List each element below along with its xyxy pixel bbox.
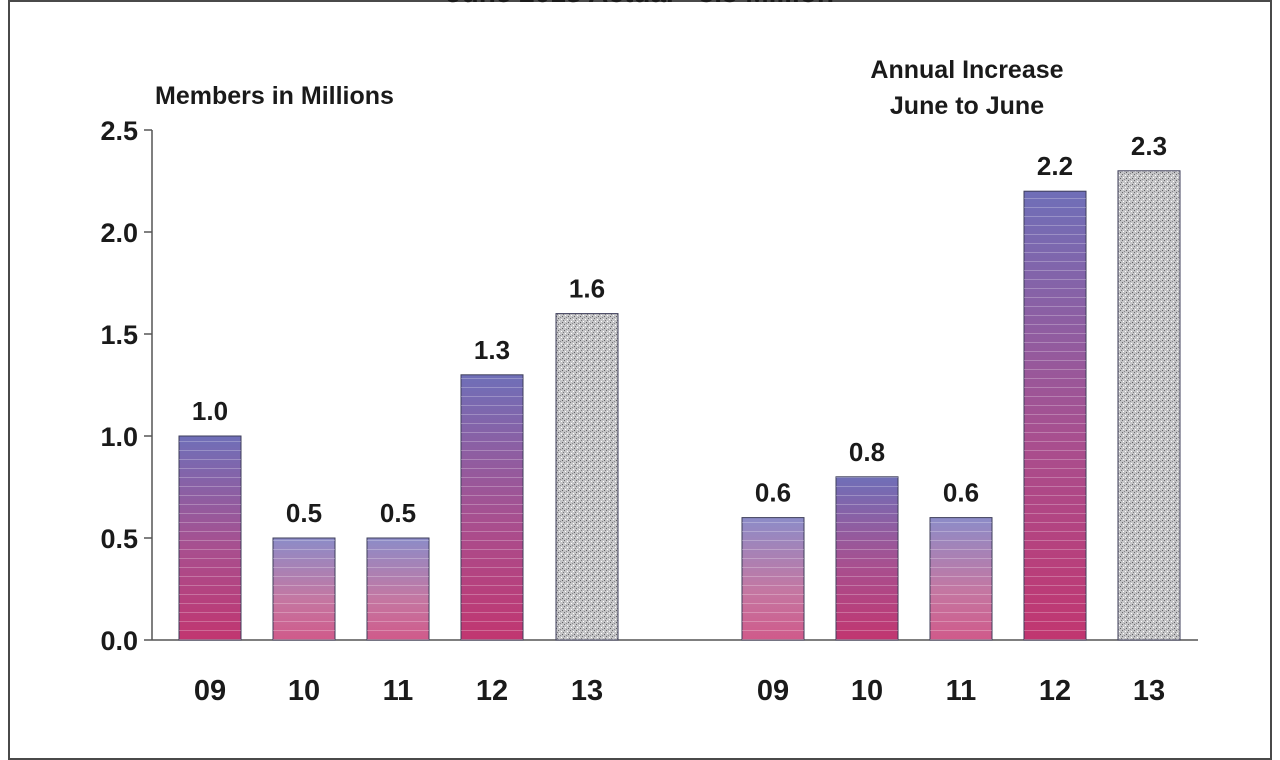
x-tick-label: 13 <box>1133 675 1165 707</box>
data-label: 1.6 <box>569 274 605 304</box>
data-label: 0.8 <box>849 437 885 467</box>
y-axis-label: Members in Millions <box>155 82 394 110</box>
bar-chart: June 2013 Actual - 5.5 Million Members i… <box>100 0 1198 707</box>
chart-title: June 2013 Actual - 5.5 Million <box>446 0 834 8</box>
group-label-annual-line1: Annual Increase <box>870 56 1063 84</box>
x-tick-label: 13 <box>571 675 603 707</box>
y-tick-label: 2.5 <box>100 116 138 146</box>
x-tick-label: 09 <box>757 675 789 707</box>
x-tick-label: 11 <box>946 675 977 707</box>
bar-texture <box>461 374 523 640</box>
bar-texture <box>367 538 429 640</box>
bar-texture <box>273 538 335 640</box>
data-label: 1.0 <box>192 396 228 426</box>
y-tick-label: 2.0 <box>100 218 138 248</box>
data-label: 2.2 <box>1037 151 1073 181</box>
bar-texture <box>930 517 992 640</box>
x-axis-tick-labels: 09 10 11 12 13 09 10 11 12 13 <box>194 675 1165 707</box>
bar-members-13 <box>555 313 619 641</box>
bars <box>178 170 1181 641</box>
y-axis: 0.0 0.5 1.0 1.5 2.0 2.5 <box>100 116 1198 656</box>
x-tick-label: 09 <box>194 675 226 707</box>
x-tick-label: 11 <box>383 675 414 707</box>
data-label: 0.5 <box>286 498 322 528</box>
data-label: 0.6 <box>755 478 791 508</box>
bar-texture <box>836 476 898 640</box>
x-tick-label: 10 <box>288 675 320 707</box>
data-label: 0.5 <box>380 498 416 528</box>
data-labels: 1.0 0.5 0.5 1.3 1.6 0.6 0.8 0.6 2.2 2.3 <box>192 131 1167 528</box>
bar-texture <box>179 436 241 640</box>
bar-annual-increase-13 <box>1117 170 1181 641</box>
y-tick-label: 0.5 <box>100 524 138 554</box>
y-tick-label: 0.0 <box>100 626 138 656</box>
x-tick-label: 12 <box>476 675 508 707</box>
data-label: 0.6 <box>943 478 979 508</box>
data-label: 2.3 <box>1131 131 1167 161</box>
x-tick-label: 12 <box>1039 675 1071 707</box>
bar-texture <box>1024 191 1086 640</box>
y-tick-label: 1.5 <box>100 320 138 350</box>
group-label-annual-line2: June to June <box>890 92 1044 120</box>
x-tick-label: 10 <box>851 675 883 707</box>
bar-texture <box>742 517 804 640</box>
data-label: 1.3 <box>474 335 510 365</box>
y-tick-label: 1.0 <box>100 422 138 452</box>
